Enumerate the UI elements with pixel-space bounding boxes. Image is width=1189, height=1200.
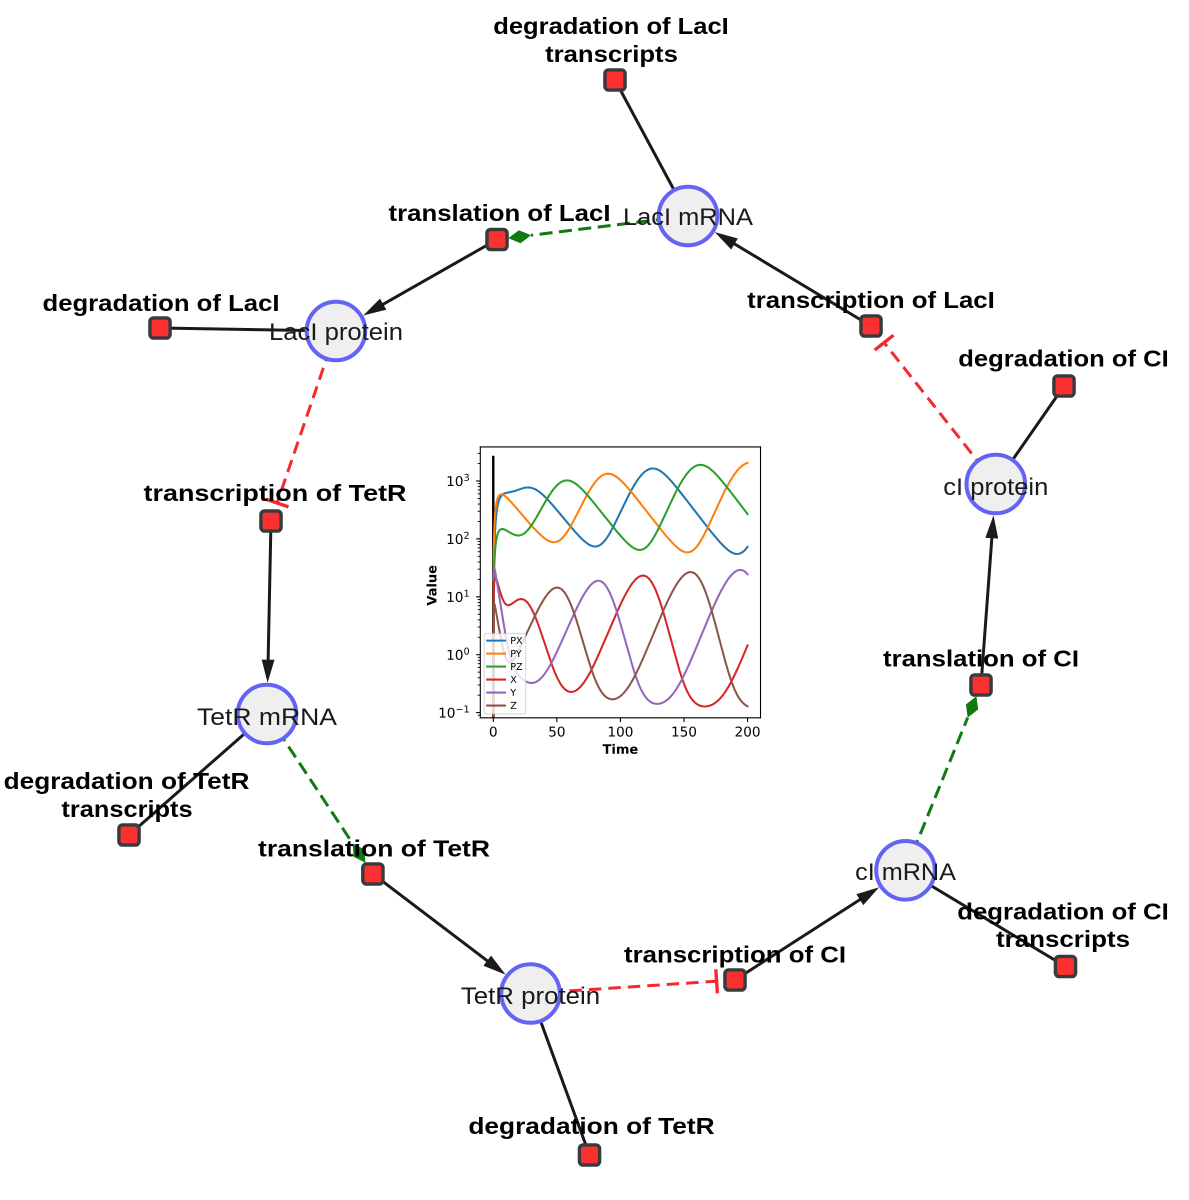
svg-text:TetR protein: TetR protein — [461, 983, 600, 1010]
svg-text:TetR mRNA: TetR mRNA — [197, 704, 338, 731]
svg-text:degradation of LacI: degradation of LacI — [493, 13, 729, 39]
svg-text:transcription of LacI: transcription of LacI — [747, 287, 995, 313]
svg-text:translation of CI: translation of CI — [883, 646, 1079, 672]
svg-text:transcripts: transcripts — [545, 41, 678, 67]
svg-text:transcription of TetR: transcription of TetR — [144, 480, 407, 506]
svg-text:degradation of CI: degradation of CI — [957, 899, 1169, 925]
svg-text:translation of LacI: translation of LacI — [389, 200, 611, 226]
svg-text:translation of TetR: translation of TetR — [258, 836, 490, 862]
svg-text:LacI protein: LacI protein — [269, 319, 403, 346]
svg-text:cI protein: cI protein — [943, 474, 1048, 501]
svg-text:cI mRNA: cI mRNA — [855, 859, 956, 886]
svg-text:degradation of LacI: degradation of LacI — [43, 290, 280, 316]
svg-text:degradation of CI: degradation of CI — [958, 346, 1168, 372]
svg-text:degradation of TetR: degradation of TetR — [468, 1113, 714, 1139]
svg-text:transcripts: transcripts — [996, 926, 1130, 952]
svg-text:degradation of TetR: degradation of TetR — [4, 768, 250, 794]
svg-text:transcription of CI: transcription of CI — [624, 942, 846, 968]
svg-text:LacI mRNA: LacI mRNA — [623, 204, 754, 231]
svg-text:transcripts: transcripts — [61, 796, 192, 822]
